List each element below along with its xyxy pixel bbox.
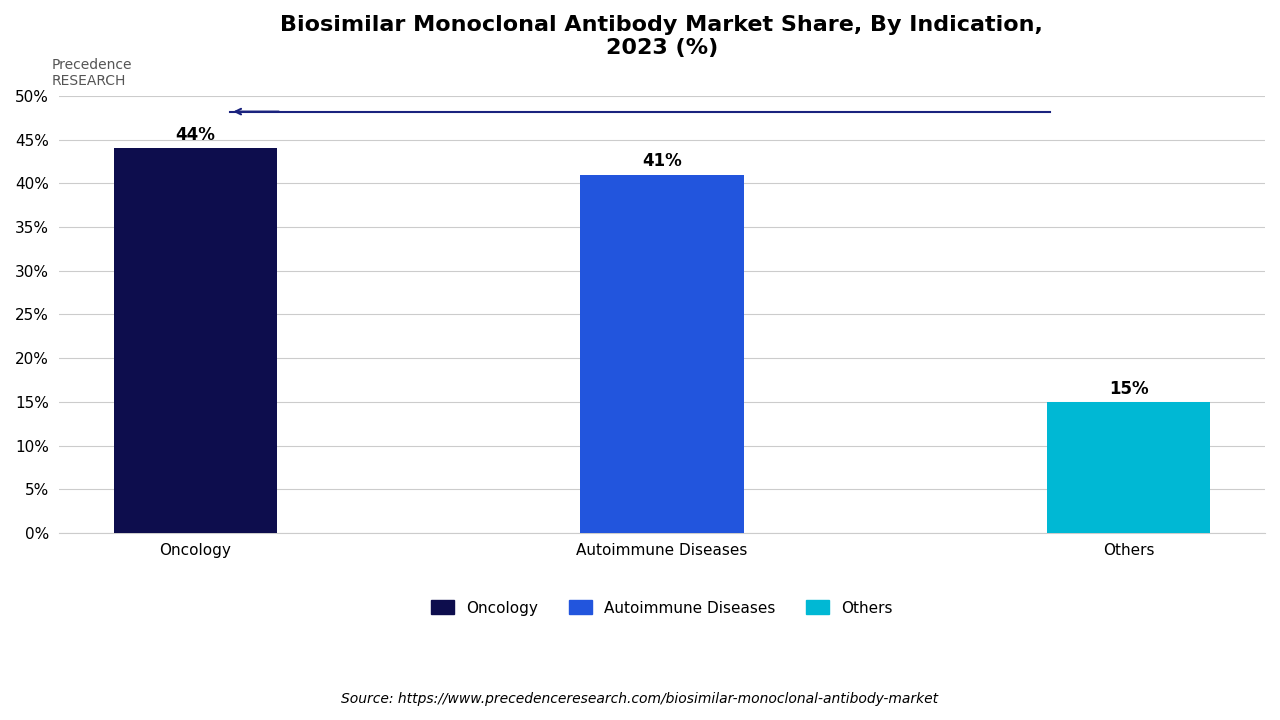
Legend: Oncology, Autoimmune Diseases, Others: Oncology, Autoimmune Diseases, Others (425, 594, 899, 621)
Bar (114, 148, 276, 533)
Text: Source: https://www.precedenceresearch.com/biosimilar-monoclonal-antibody-market: Source: https://www.precedenceresearch.c… (342, 692, 938, 706)
Text: 15%: 15% (1108, 379, 1148, 397)
Text: 44%: 44% (175, 126, 215, 144)
Text: 41%: 41% (643, 152, 682, 170)
Text: Precedence
RESEARCH: Precedence RESEARCH (51, 58, 132, 88)
Bar (580, 174, 744, 533)
Bar (1047, 402, 1210, 533)
Title: Biosimilar Monoclonal Antibody Market Share, By Indication,
2023 (%): Biosimilar Monoclonal Antibody Market Sh… (280, 15, 1043, 58)
